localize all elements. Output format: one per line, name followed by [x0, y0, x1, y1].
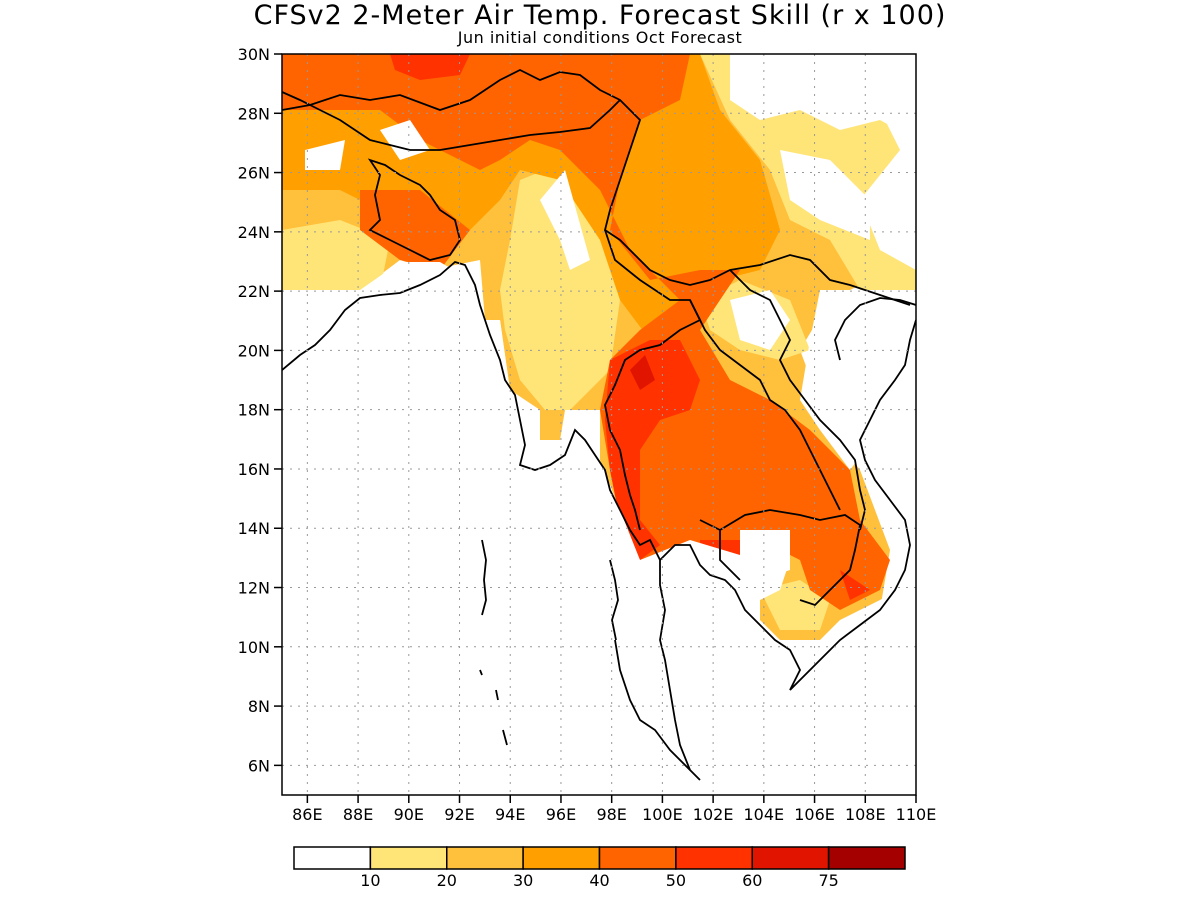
coastline-india-bangladesh [282, 260, 701, 781]
longitude-axis: 86E 88E 90E 92E 94E 96E 98E 100E 102E 104E 106E 108… [292, 795, 936, 824]
lat-tick-label: 10N [238, 638, 270, 657]
colorbar-swatch [598, 846, 677, 870]
lon-tick-label: 94E [495, 805, 525, 824]
skill-region-50-60 [605, 340, 700, 560]
colorbar-swatch [446, 846, 524, 870]
lat-tick-label: 16N [238, 460, 270, 479]
ocean-mask-bay-of-bengal [282, 262, 916, 795]
border-myanmar-thailand [604, 229, 702, 531]
plot-frame [281, 53, 917, 796]
colorbar-swatch [522, 846, 601, 870]
lat-tick-label: 30N [238, 45, 270, 64]
border-cambodia [719, 509, 862, 607]
low-skill-mask-cambodia [740, 530, 790, 580]
lat-tick-label: 12N [238, 579, 270, 598]
border-laos-vietnam [729, 269, 866, 531]
skill-region-40-50-north [282, 54, 600, 130]
colorbar-label: 75 [818, 871, 838, 890]
coastlines-borders [282, 68, 916, 781]
colorbar-label: 20 [437, 871, 457, 890]
map-subtitle: Jun initial conditions Oct Forecast [457, 28, 743, 47]
skill-shading [282, 54, 916, 795]
coastline-gulf-thailand [659, 319, 916, 691]
lat-tick-label: 20N [238, 341, 270, 360]
lon-tick-label: 98E [596, 805, 626, 824]
skill-region-40-50-bangladesh [360, 190, 470, 270]
lat-tick-label: 14N [238, 519, 270, 538]
colorbar-label: 40 [589, 871, 609, 890]
lon-tick-label: 110E [896, 805, 937, 824]
colorbar-swatch [293, 846, 372, 870]
latitude-axis: 30N 28N 26N 24N 22N 20N 18N 16N 14N 12N 10N 8N 6N [238, 45, 282, 775]
skill-region-60-75 [630, 355, 655, 390]
coastline-mergui [609, 559, 619, 641]
colorbar-label: 50 [666, 871, 686, 890]
coastline-north-vietnam [834, 297, 916, 361]
colorbar-label: 30 [513, 871, 533, 890]
border-china-north [282, 68, 911, 306]
lat-tick-label: 24N [238, 223, 270, 242]
lon-tick-label: 108E [845, 805, 886, 824]
border-bangladesh [367, 158, 461, 261]
lat-tick-label: 6N [248, 756, 270, 775]
low-skill-mask-central [540, 170, 590, 270]
border-thailand-laos [689, 299, 841, 511]
low-skill-mask-small [305, 140, 345, 170]
lon-tick-label: 86E [292, 805, 322, 824]
low-skill-mask-northeast [730, 54, 916, 140]
coastline-andaman-islands [481, 539, 487, 616]
colorbar-swatch [827, 846, 906, 870]
lon-tick-label: 106E [794, 805, 835, 824]
lon-tick-label: 92E [444, 805, 474, 824]
lon-tick-label: 88E [343, 805, 373, 824]
colorbar-swatch [751, 846, 830, 870]
map-title: CFSv2 2-Meter Air Temp. Forecast Skill (… [253, 0, 947, 31]
lon-tick-label: 100E [642, 805, 683, 824]
border-thailand-cambodia [699, 519, 741, 581]
gridlines [282, 54, 916, 795]
lon-tick-label: 90E [394, 805, 424, 824]
colorbar-label: 10 [360, 871, 380, 890]
border-nepal-india [282, 91, 621, 151]
colorbar-label: 60 [742, 871, 762, 890]
colorbar-swatch [675, 846, 753, 870]
colorbar-swatch [369, 846, 448, 870]
coastline-malay-west [614, 639, 691, 771]
low-skill-mask-west-strip [282, 290, 330, 350]
lon-tick-label: 104E [744, 805, 785, 824]
lon-tick-label: 96E [546, 805, 576, 824]
lon-tick-label: 102E [693, 805, 734, 824]
skill-region-50-60-c [840, 570, 870, 600]
colorbar: 10 20 30 40 50 60 75 [293, 846, 906, 890]
coastline-nicobar [479, 669, 508, 746]
lat-tick-label: 8N [248, 697, 270, 716]
skill-region-10-20-f [760, 580, 830, 630]
skill-region-40-50-north-strip [390, 54, 470, 80]
lat-tick-label: 18N [238, 401, 270, 420]
low-skill-mask-laos [730, 290, 790, 350]
skill-region-40-50 [282, 54, 890, 610]
lat-tick-label: 22N [238, 282, 270, 301]
lat-tick-label: 28N [238, 104, 270, 123]
lat-tick-label: 26N [238, 164, 270, 183]
low-skill-mask-north-vietnam [800, 290, 916, 470]
